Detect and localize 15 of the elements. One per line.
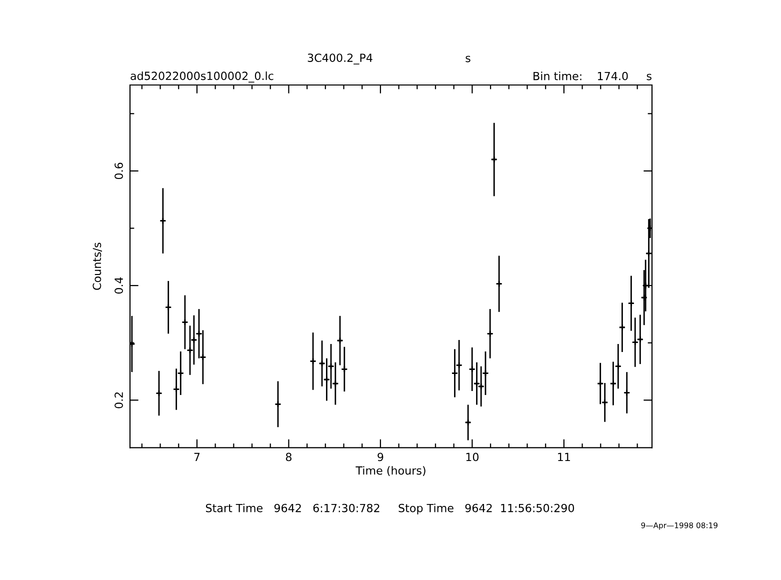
text: s xyxy=(466,56,470,62)
y-tick-label: 0.4 xyxy=(114,277,123,294)
x-tick-label: 7 xyxy=(194,452,200,462)
text: ad52022000s100002_0.lc xyxy=(130,71,274,83)
chart-title: 3C400.2_P4 xyxy=(308,54,372,64)
x-tick-label: 11 xyxy=(558,452,570,462)
x-tick-label: 10 xyxy=(466,452,479,462)
text: Bin time: 174.0 s xyxy=(534,72,652,80)
x-tick-label: 8 xyxy=(286,452,292,462)
text: Start Time 9642 6:17:30:782 Stop Time 9642 11:56:50:290 xyxy=(206,504,574,514)
y-tick-label: 0.6 xyxy=(114,162,123,180)
x-tick-label: 9 xyxy=(378,452,384,462)
x-axis-title: Time (hours) xyxy=(356,466,426,476)
y-tick-label: 0.2 xyxy=(114,392,123,408)
y-axis-title: Counts/s xyxy=(92,242,102,290)
